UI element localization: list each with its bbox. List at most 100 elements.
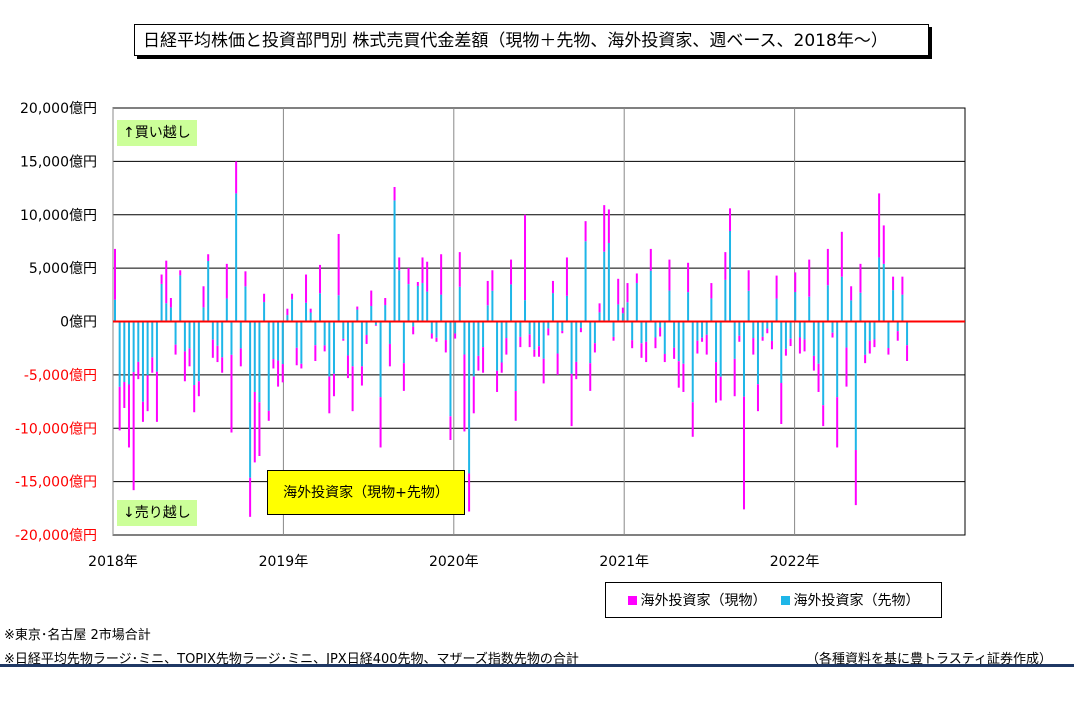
bar-futures [225,298,228,322]
bar-cash [565,257,568,296]
bar-futures [407,284,410,322]
bar-futures [794,292,797,322]
series-annotation-box: 海外投資家（現物+先物） [267,470,465,515]
bar-futures [230,321,233,355]
bar-cash [235,161,238,194]
x-tick-label: 2021年 [599,554,649,570]
bar-futures [579,321,582,328]
bar-cash [551,280,554,294]
bar-futures [812,321,815,356]
legend-label-cash: 海外投資家（現物） [640,593,767,609]
bar-futures [533,321,536,350]
bar-futures [216,321,219,346]
bar-cash [845,347,848,387]
bar-cash [356,306,359,310]
bar-futures [370,306,373,322]
bar-cash [770,340,773,350]
bar-cash [812,355,815,371]
bar-cash [533,349,536,357]
bar-cash [901,276,904,295]
bottom-rule [0,664,1074,667]
bar-futures [640,321,643,344]
legend-item-futures: 海外投資家（先物） [780,590,920,610]
bar-cash [798,337,801,354]
bar-futures [556,321,559,354]
x-tick-label: 2018年 [88,554,138,570]
bar-futures [384,305,387,322]
bar-cash [631,340,634,349]
bar-futures [621,313,624,322]
bar-cash [864,354,867,364]
bar-futures [328,321,331,377]
bar-cash [458,252,461,287]
bar-cash [300,363,303,369]
source-note: （各種資料を基に豊トラスティ証券作成） [806,652,1052,667]
bar-cash [579,327,582,333]
bar-cash [267,410,270,421]
bar-cash [435,337,438,342]
bar-futures [859,292,862,322]
bar-futures [416,285,419,322]
bar-futures [626,302,629,322]
legend-swatch-cash [627,595,637,605]
x-tick-label: 2022年 [770,554,820,570]
bar-cash [742,396,745,510]
bar-futures [477,321,480,356]
bar-cash [496,370,499,392]
bar-cash [756,384,759,412]
bar-cash [817,363,820,392]
bar-cash [468,473,471,512]
bar-cash [165,260,168,304]
bar-futures [724,279,727,322]
bar-futures [151,321,154,358]
buy-annotation: ↑買い越し [117,120,197,146]
bar-futures [887,321,890,348]
bar-cash [808,259,811,297]
bar-cash [882,225,885,264]
bar-futures [188,321,191,349]
bar-cash [430,333,433,339]
bar-cash [505,338,508,355]
bar-futures [822,321,825,406]
bar-cash [202,286,205,308]
bar-futures [356,309,359,322]
bar-futures [500,321,503,363]
bar-cash [477,355,480,371]
bar-cash [183,351,186,382]
bar-cash [323,345,326,352]
bar-cash [626,283,629,303]
bar-cash [761,336,764,341]
bar-cash [682,363,685,392]
bar-cash [724,252,727,280]
bar-futures [244,286,247,322]
bar-cash [859,263,862,293]
bar-futures [379,321,382,398]
bar-futures [733,321,736,359]
bar-cash [169,298,172,308]
bar-cash [491,270,494,291]
bar-futures [663,321,666,354]
bar-cash [584,221,587,242]
bar-futures [295,321,298,348]
bar-cash [710,283,713,299]
bar-cash [663,353,666,363]
bar-futures [715,321,718,363]
bar-futures [766,321,769,329]
bar-futures [589,321,592,364]
bar-cash [374,324,377,326]
bar-cash [691,402,694,437]
bar-cash [337,233,340,296]
bar-cash [155,371,158,422]
bar-cash [319,264,322,294]
bar-futures [123,321,126,383]
bar-cash [836,397,839,448]
bar-cash [314,345,317,361]
bar-cash [607,209,610,244]
bar-cash [892,276,895,291]
bar-cash [593,343,596,353]
bar-futures [612,321,615,337]
y-tick-label: -20,000億円 [15,528,97,544]
bar-futures [514,321,517,391]
bar-futures [127,321,130,385]
